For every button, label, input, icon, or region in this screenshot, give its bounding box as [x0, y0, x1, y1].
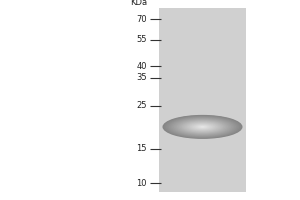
FancyBboxPatch shape	[159, 8, 246, 192]
Ellipse shape	[194, 124, 211, 129]
Ellipse shape	[191, 124, 214, 130]
Ellipse shape	[174, 118, 231, 136]
Text: 25: 25	[136, 101, 147, 110]
Ellipse shape	[187, 122, 218, 132]
Ellipse shape	[175, 119, 230, 135]
Ellipse shape	[193, 124, 212, 130]
Ellipse shape	[178, 120, 226, 134]
Text: 40: 40	[136, 62, 147, 71]
Ellipse shape	[199, 126, 206, 128]
Text: KDa: KDa	[130, 0, 147, 7]
Ellipse shape	[201, 126, 204, 127]
Ellipse shape	[198, 125, 207, 128]
Text: 15: 15	[136, 144, 147, 153]
Ellipse shape	[166, 116, 239, 138]
Text: 55: 55	[136, 35, 147, 44]
Ellipse shape	[163, 115, 242, 139]
Ellipse shape	[177, 119, 228, 135]
Ellipse shape	[167, 116, 238, 137]
Text: 10: 10	[136, 179, 147, 188]
Ellipse shape	[169, 117, 236, 137]
Ellipse shape	[183, 121, 222, 133]
Ellipse shape	[196, 125, 209, 129]
Ellipse shape	[172, 118, 233, 136]
Ellipse shape	[180, 120, 225, 134]
Text: 70: 70	[136, 15, 147, 24]
Ellipse shape	[190, 123, 215, 131]
Text: 35: 35	[136, 73, 147, 82]
Ellipse shape	[170, 117, 235, 136]
Ellipse shape	[182, 121, 223, 133]
Ellipse shape	[185, 122, 220, 132]
Ellipse shape	[188, 123, 217, 131]
Ellipse shape	[164, 115, 241, 138]
